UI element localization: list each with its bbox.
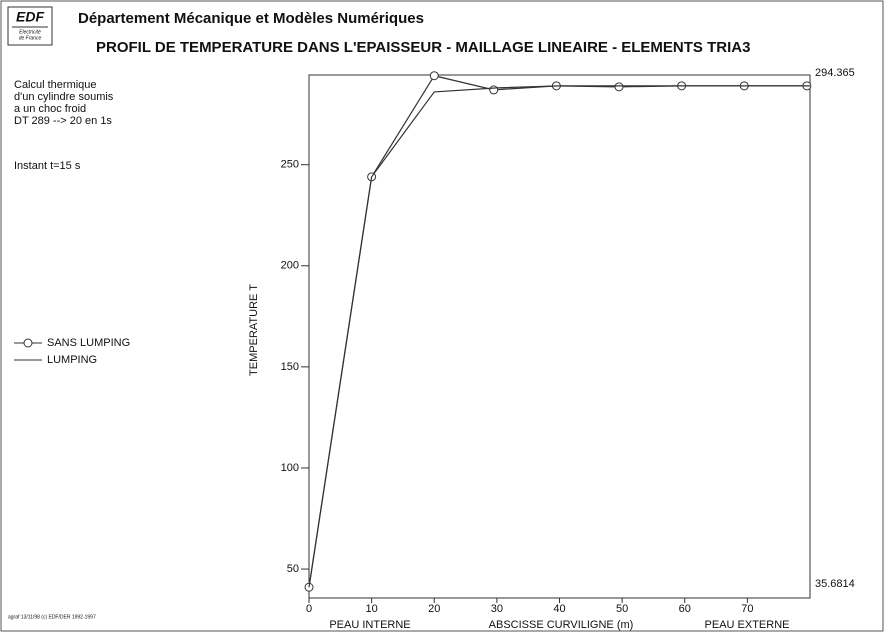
x-left-label: PEAU INTERNE xyxy=(329,619,410,631)
chart-title: PROFIL DE TEMPERATURE DANS L'EPAISSEUR -… xyxy=(96,39,750,56)
logo-sub: de France xyxy=(19,35,42,41)
logo-box xyxy=(7,6,53,46)
note: Instant t=15 s xyxy=(14,160,81,172)
x-tick-label: 40 xyxy=(553,603,565,615)
y-tick-label: 50 xyxy=(287,563,299,575)
logo: EDF xyxy=(16,9,44,25)
y-min-label: 35.6814 xyxy=(815,578,855,590)
x-tick-label: 70 xyxy=(741,603,753,615)
x-tick-label: 10 xyxy=(366,603,378,615)
legend-label: LUMPING xyxy=(47,354,97,366)
x-tick-label: 20 xyxy=(428,603,440,615)
x-tick-label: 50 xyxy=(616,603,628,615)
logo-sub: Electricité xyxy=(19,29,41,35)
point xyxy=(614,82,624,92)
note: Calcul thermique xyxy=(14,79,97,91)
x-tick-label: 60 xyxy=(679,603,691,615)
department: Département Mécanique et Modèles Numériq… xyxy=(78,10,424,27)
x-right-label: PEAU EXTERNE xyxy=(705,619,790,631)
note: d'un cylindre soumis xyxy=(14,91,114,103)
y-tick-label: 250 xyxy=(281,159,299,171)
note: DT 289 --> 20 en 1s xyxy=(14,115,112,127)
y-tick-label: 150 xyxy=(281,361,299,373)
series-line xyxy=(308,85,810,588)
y-axis-label: TEMPERATURE T xyxy=(248,284,260,376)
y-max-label: 294.365 xyxy=(815,67,855,79)
point xyxy=(489,85,499,95)
y-tick-label: 100 xyxy=(281,462,299,474)
legend-marker xyxy=(23,338,33,348)
note: a un choc froid xyxy=(14,103,86,115)
x-tick-label: 0 xyxy=(306,603,312,615)
footer: agraf 13/11/98 (c) EDF/DER 1992-1997 xyxy=(8,614,96,620)
y-tick-label: 200 xyxy=(281,260,299,272)
x-axis-label: ABSCISSE CURVILIGNE (m) xyxy=(489,619,634,631)
legend-label: SANS LUMPING xyxy=(47,337,130,349)
point xyxy=(429,71,439,81)
x-tick-label: 30 xyxy=(491,603,503,615)
